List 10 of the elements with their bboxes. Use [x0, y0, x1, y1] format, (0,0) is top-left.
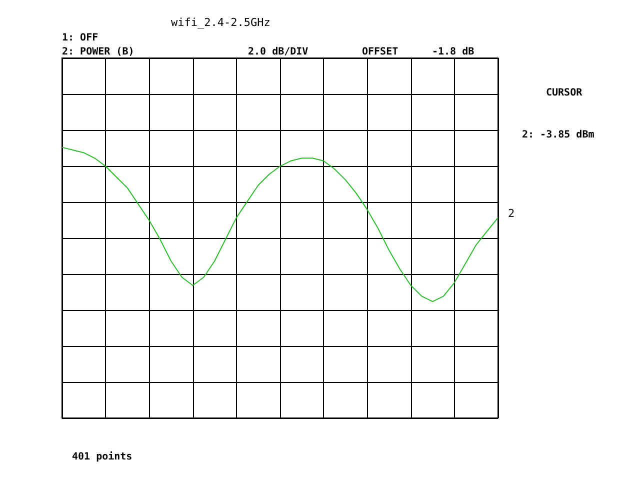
- chart-title: wifi_2.4-2.5GHz: [171, 16, 270, 29]
- series-label: 2: [508, 207, 515, 220]
- text: 2: POWER (B): [62, 46, 134, 58]
- text: 1: OFF: [62, 32, 98, 44]
- text: 2: -3.85 dBm: [522, 130, 594, 140]
- text: OFFSET: [362, 46, 398, 58]
- text: CURSOR: [546, 88, 584, 98]
- text: 401 points: [72, 450, 132, 462]
- text: 2.0 dB/DIV: [248, 46, 308, 58]
- text: -1.8 dB: [432, 46, 474, 58]
